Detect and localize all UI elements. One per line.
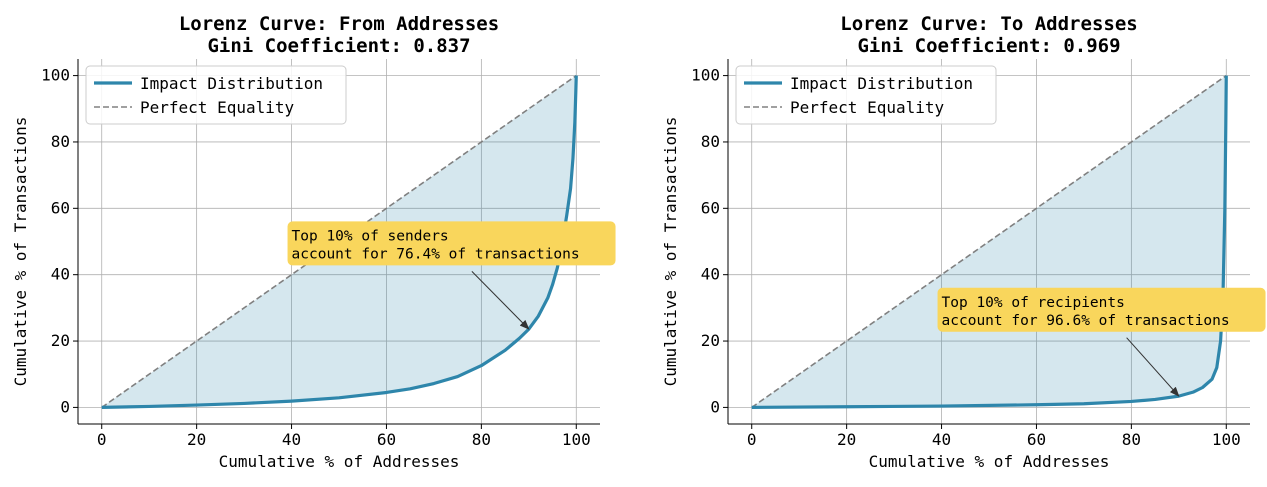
legend-label-impact-distribution: Impact Distribution	[790, 74, 973, 93]
annotation: Top 10% of recipients account for 96.6% o…	[937, 287, 1266, 397]
annotation-arrow	[471, 271, 530, 330]
y-tick-label: 100	[41, 66, 70, 85]
chart-title: Lorenz Curve: To Addresses	[840, 13, 1137, 35]
legend: Impact Distribution Perfect Equality	[735, 65, 997, 125]
y-tick-label: 80	[701, 132, 720, 151]
annotation-box	[937, 287, 1266, 332]
x-tick-label: 100	[562, 430, 591, 449]
y-axis-label: Cumulative % of Transactions	[11, 117, 30, 387]
chart-subtitle: Gini Coefficient: 0.969	[857, 35, 1120, 57]
annotation-arrow	[1126, 337, 1180, 397]
legend-label-perfect-equality: Perfect Equality	[790, 98, 944, 117]
x-tick-label: 0	[747, 430, 757, 449]
chart-subtitle: Gini Coefficient: 0.837	[207, 35, 470, 57]
annotation-line-2: account for 96.6% of transactions	[942, 313, 1230, 329]
legend-label-perfect-equality: Perfect Equality	[140, 98, 294, 117]
x-tick-label: 0	[97, 430, 107, 449]
annotation: Top 10% of senders account for 76.4% of t…	[287, 221, 616, 330]
y-tick-label: 60	[51, 198, 70, 217]
y-tick-label: 40	[51, 265, 70, 284]
y-tick-label: 100	[691, 66, 720, 85]
annotation-line-1: Top 10% of recipients	[942, 295, 1125, 311]
x-tick-label: 80	[1122, 430, 1141, 449]
y-tick-label: 20	[51, 331, 70, 350]
y-tick-label: 80	[51, 132, 70, 151]
x-axis-label: Cumulative % of Addresses	[219, 452, 460, 471]
x-tick-label: 20	[187, 430, 206, 449]
x-tick-label: 40	[932, 430, 951, 449]
y-tick-label: 0	[710, 397, 720, 416]
y-axis-label: Cumulative % of Transactions	[661, 117, 680, 387]
legend: Impact Distribution Perfect Equality	[85, 65, 347, 125]
x-tick-label: 60	[1027, 430, 1046, 449]
chart-title: Lorenz Curve: From Addresses	[179, 13, 499, 35]
x-tick-label: 60	[377, 430, 396, 449]
x-tick-label: 20	[837, 430, 856, 449]
legend-box	[735, 65, 997, 125]
x-axis-label: Cumulative % of Addresses	[869, 452, 1110, 471]
x-tick-label: 100	[1212, 430, 1241, 449]
legend-label-impact-distribution: Impact Distribution	[140, 74, 323, 93]
y-tick-label: 60	[701, 198, 720, 217]
y-tick-label: 40	[701, 265, 720, 284]
y-tick-label: 0	[60, 397, 70, 416]
series-line-impact-distribution	[101, 75, 578, 410]
x-tick-label: 40	[282, 430, 301, 449]
x-tick-label: 80	[472, 430, 491, 449]
annotation-line-2: account for 76.4% of transactions	[292, 246, 580, 262]
legend-box	[85, 65, 347, 125]
y-tick-label: 20	[701, 331, 720, 350]
annotation-line-1: Top 10% of senders	[292, 228, 449, 244]
annotation-box	[287, 221, 616, 266]
series-line-perfect-equality	[751, 74, 1227, 409]
series-line-impact-distribution	[751, 75, 1228, 410]
